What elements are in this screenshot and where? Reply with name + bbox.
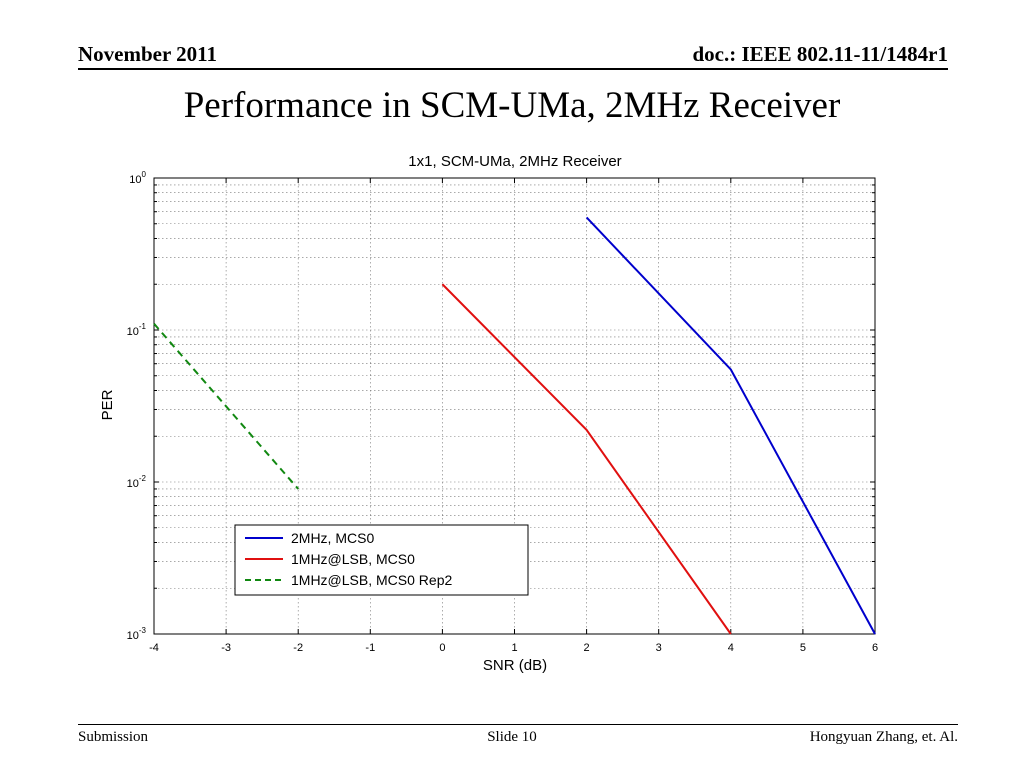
x-tick-label: -1	[365, 642, 375, 654]
series-lines	[153, 216, 876, 635]
legend-box	[234, 524, 529, 596]
series-line-2	[441, 283, 732, 635]
legend-label-1: 2MHz, MCS0	[291, 530, 374, 546]
x-tick-label: 3	[656, 642, 662, 654]
axis-ticks: -4 -3 -2 -1 0 1 2 3 4 5 6 100 10-1 10-2 10-3	[127, 170, 878, 654]
x-tick-label: -3	[221, 642, 231, 654]
footer-submission: Submission	[78, 729, 149, 745]
y-axis-label: PER	[99, 389, 116, 420]
y-tick-label: 10-1	[127, 322, 147, 338]
x-tick-label: 1	[511, 642, 517, 654]
footer-slide-number: Slide 10	[487, 729, 537, 745]
x-axis-label: SNR (dB)	[483, 657, 547, 674]
x-tick-label: 6	[872, 642, 878, 654]
slide-title: Performance in SCM-UMa, 2MHz Receiver	[183, 85, 841, 126]
chart-title: 1x1, SCM-UMa, 2MHz Receiver	[408, 153, 621, 170]
legend-label-3: 1MHz@LSB, MCS0 Rep2	[291, 572, 452, 588]
footer-rule	[78, 724, 958, 725]
header-date: November 2011	[78, 42, 218, 66]
x-tick-label: 4	[728, 642, 734, 654]
x-tick-label: 5	[800, 642, 806, 654]
header-rule	[78, 68, 948, 70]
y-tick-label: 100	[129, 170, 146, 186]
y-tick-label: 10-3	[127, 626, 147, 642]
footer-author: Hongyuan Zhang, et. Al.	[809, 729, 958, 745]
x-tick-label: 2	[584, 642, 590, 654]
x-tick-label: -4	[149, 642, 159, 654]
series-line-3	[153, 323, 299, 490]
series-line-1	[585, 216, 876, 635]
legend-label-2: 1MHz@LSB, MCS0	[291, 551, 415, 567]
chart-legend: 2MHz, MCS0 1MHz@LSB, MCS0 1MHz@LSB, MCS0 R…	[234, 524, 529, 596]
header-doc-id: doc.: IEEE 802.11-11/1484r1	[692, 42, 948, 66]
y-tick-label: 10-2	[127, 474, 147, 490]
x-tick-label: -2	[293, 642, 303, 654]
x-tick-label: 0	[439, 642, 445, 654]
